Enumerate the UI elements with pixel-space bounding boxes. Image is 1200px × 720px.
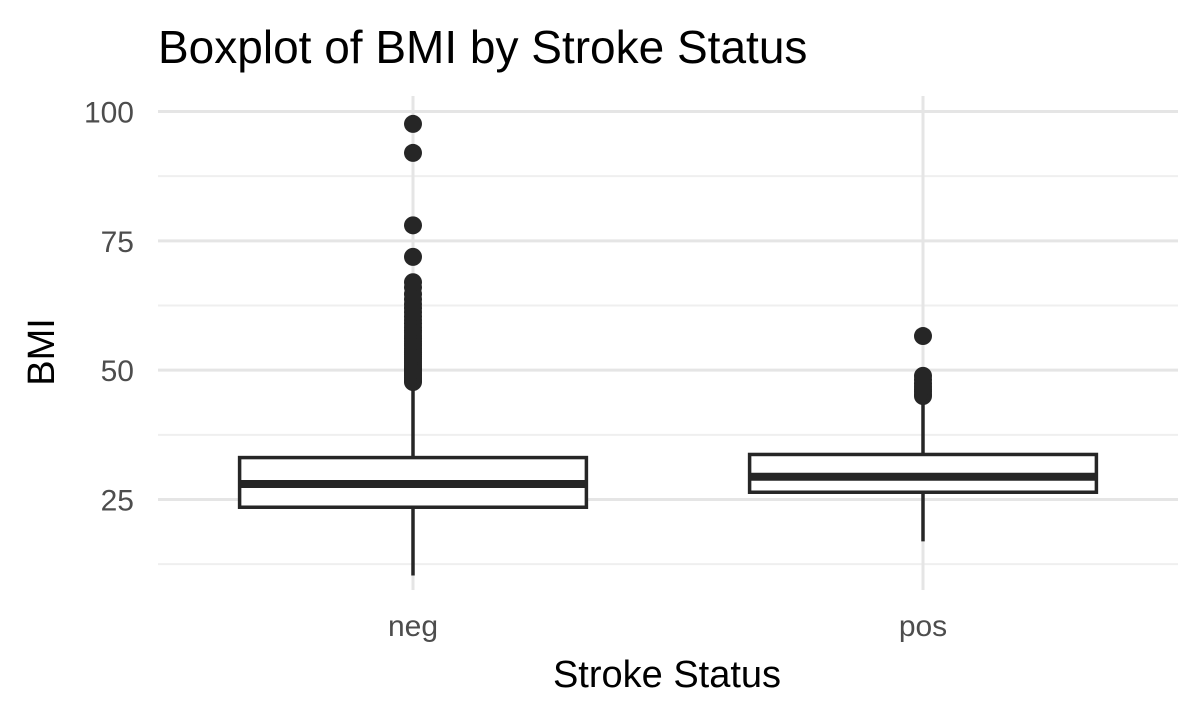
y-tick-label: 50 — [101, 355, 134, 388]
y-tick-label: 75 — [101, 226, 134, 259]
outlier-point — [404, 143, 422, 162]
y-tick-label: 100 — [84, 97, 134, 130]
x-axis-ticks: neg pos — [388, 610, 947, 643]
outlier-point — [914, 327, 932, 346]
y-tick-label: 25 — [101, 484, 134, 517]
outlier-point — [914, 366, 932, 385]
outlier-point — [404, 247, 422, 266]
y-axis-ticks: 25 50 75 100 — [84, 97, 134, 518]
y-axis-title: BMI — [21, 318, 63, 386]
chart-title: Boxplot of BMI by Stroke Status — [158, 21, 807, 73]
grid — [158, 96, 1178, 590]
box-series — [237, 114, 1099, 576]
outlier-point — [404, 273, 422, 292]
box-neg — [237, 114, 589, 576]
box-pos — [747, 327, 1099, 542]
x-tick-label: pos — [899, 610, 947, 643]
outlier-point — [404, 114, 422, 133]
x-tick-label: neg — [388, 610, 438, 643]
x-axis-title: Stroke Status — [553, 654, 781, 696]
outlier-point — [404, 216, 422, 235]
